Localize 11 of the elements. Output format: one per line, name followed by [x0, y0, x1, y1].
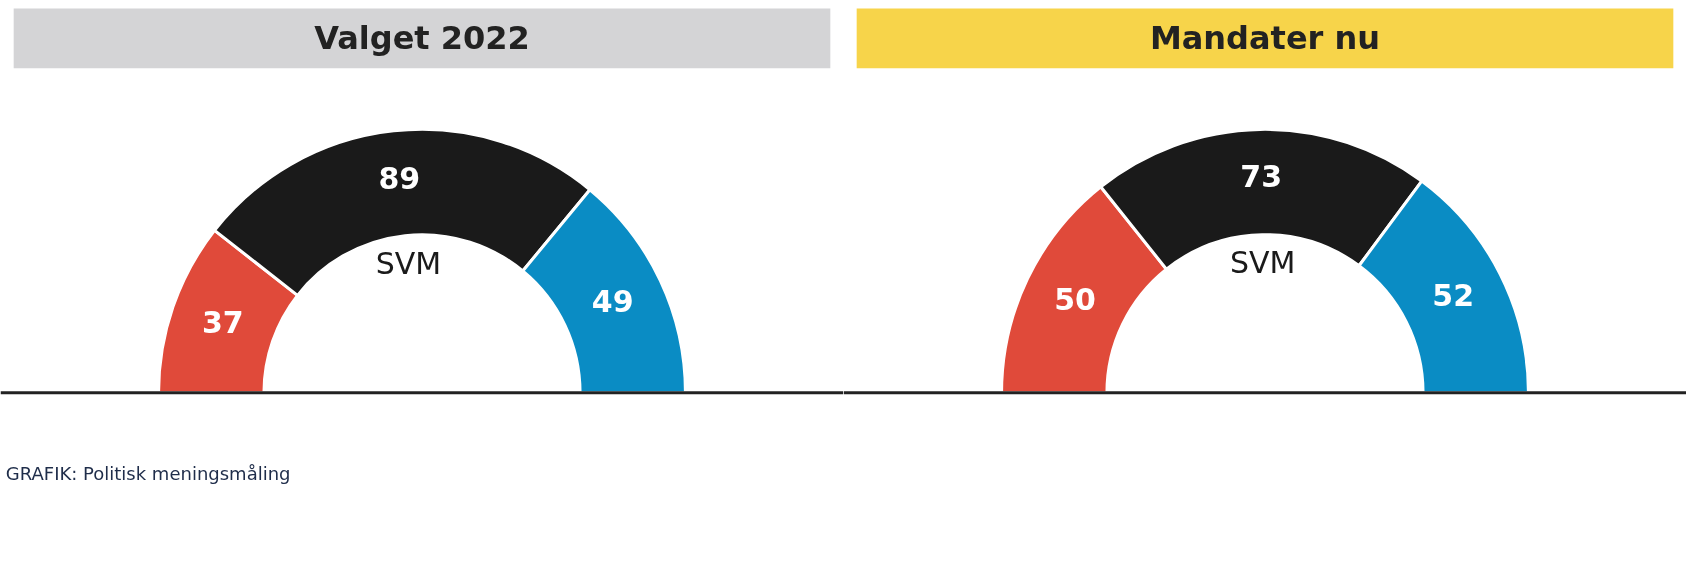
data-label: 89 [378, 160, 421, 196]
data-label: 37 [201, 305, 244, 341]
data-label: 50 [1054, 281, 1096, 317]
data-label: 52 [1432, 278, 1475, 314]
slice-label: SVM [1230, 245, 1296, 281]
text: GRAFIK: Politisk meningsmåling [5, 463, 291, 485]
chart-title: Mandater nu [1149, 19, 1381, 58]
data-label: 49 [591, 283, 634, 319]
slice-label: SVM [375, 246, 442, 282]
data-label: 73 [1240, 159, 1283, 195]
chart-title: Valget 2022 [314, 19, 530, 58]
